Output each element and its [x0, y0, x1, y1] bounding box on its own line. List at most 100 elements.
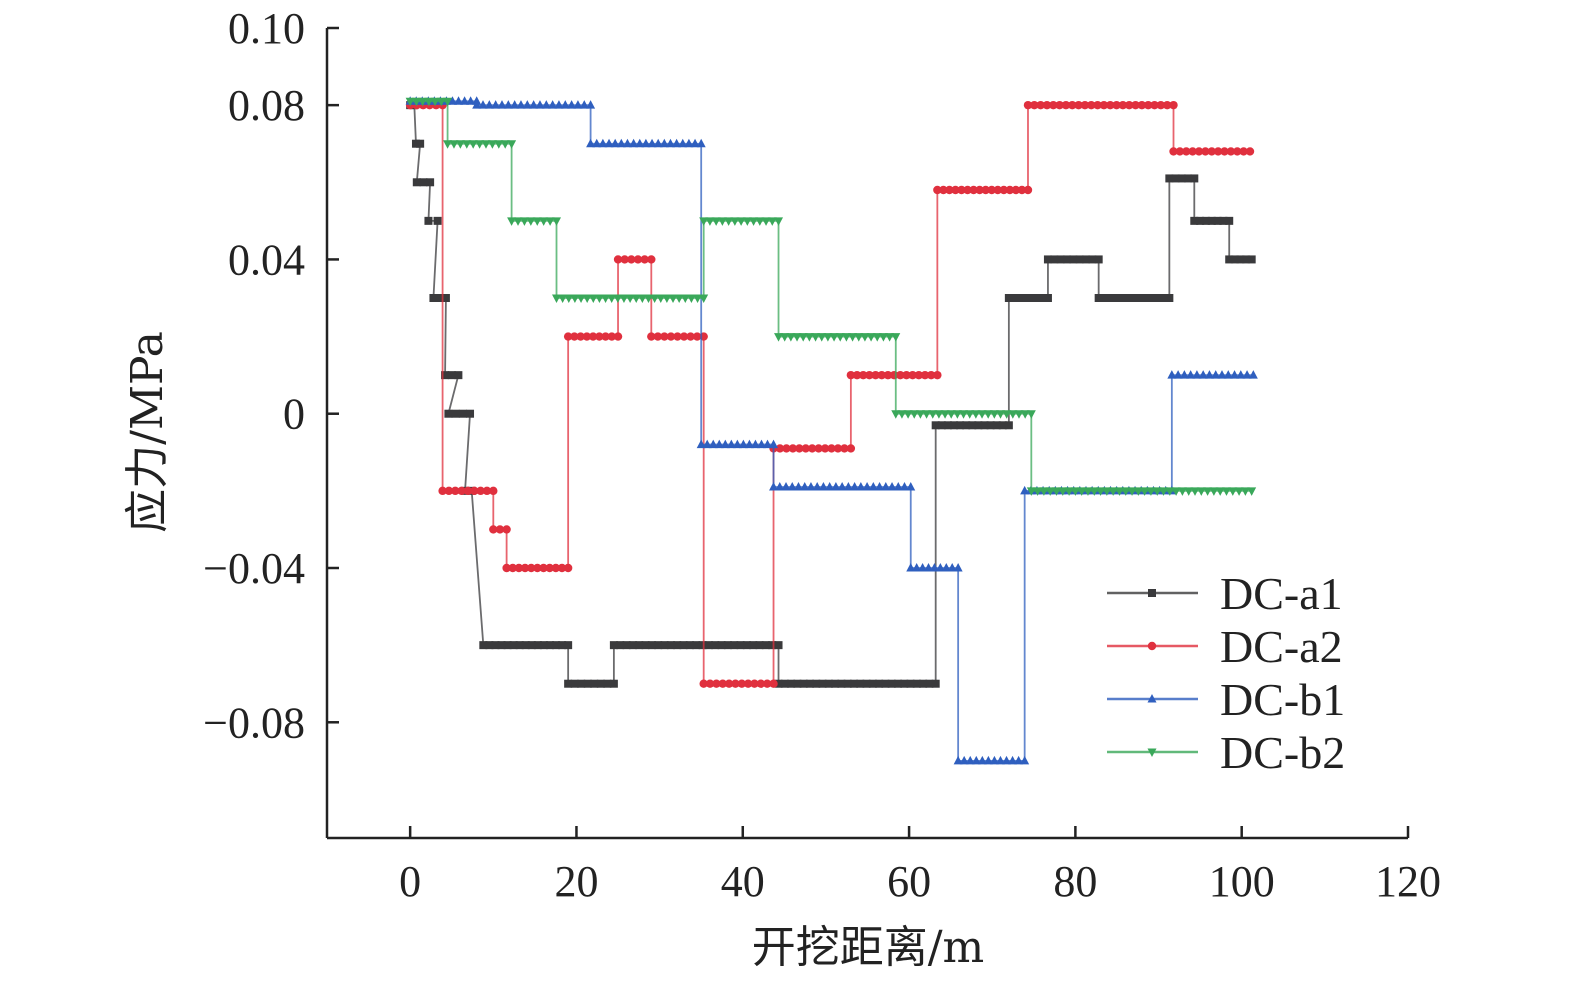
- data-point: [868, 482, 878, 491]
- data-point: [1023, 185, 1033, 195]
- data-point: [586, 100, 596, 109]
- data-point: [925, 679, 934, 688]
- data-point: [750, 439, 760, 449]
- data-point: [949, 421, 958, 430]
- data-point: [1125, 100, 1134, 110]
- data-point: [424, 216, 433, 225]
- data-point: [965, 755, 975, 765]
- data-point: [1177, 487, 1187, 496]
- data-point: [699, 679, 708, 688]
- data-point: [714, 439, 724, 449]
- data-point: [672, 138, 682, 148]
- y-axis-label: 应力/MPa: [122, 331, 173, 533]
- data-point: [856, 679, 865, 688]
- data-point: [533, 563, 542, 573]
- data-point: [522, 100, 532, 109]
- data-point: [1020, 410, 1030, 419]
- data-point: [929, 563, 939, 572]
- data-point: [792, 333, 802, 342]
- data-point: [1240, 487, 1250, 496]
- data-point: [1167, 370, 1177, 379]
- data-point: [560, 100, 570, 109]
- data-point: [992, 421, 1001, 430]
- data-point: [659, 138, 669, 148]
- data-point: [678, 138, 688, 148]
- data-point: [1169, 147, 1178, 156]
- data-point: [527, 563, 536, 573]
- data-point: [475, 140, 485, 149]
- axes: [325, 28, 1408, 840]
- data-point: [673, 332, 682, 341]
- data-point: [628, 641, 637, 650]
- data-point: [1204, 370, 1214, 379]
- data-point: [906, 482, 916, 491]
- legend-marker: [1147, 748, 1157, 757]
- data-point: [831, 679, 840, 688]
- data-point: [1023, 100, 1033, 110]
- data-point: [601, 294, 611, 303]
- data-point: [596, 679, 605, 688]
- data-point: [1113, 294, 1122, 302]
- data-point: [1112, 100, 1121, 110]
- data-point: [637, 294, 647, 303]
- data-point: [424, 97, 434, 107]
- data-point: [468, 140, 478, 149]
- data-point: [983, 410, 993, 419]
- data-point: [532, 217, 542, 226]
- data-point: [951, 185, 960, 195]
- data-point: [1008, 410, 1018, 419]
- data-point: [1171, 174, 1180, 183]
- data-point: [787, 679, 796, 688]
- data-point: [975, 185, 984, 195]
- data-point: [470, 486, 479, 496]
- data-point: [793, 679, 802, 688]
- data-point: [999, 185, 1009, 195]
- data-point: [875, 679, 884, 688]
- data-point: [616, 138, 626, 148]
- data-point: [769, 439, 779, 449]
- y-tick-label: 0.08: [228, 81, 305, 130]
- data-point: [1068, 100, 1077, 110]
- data-point: [430, 97, 440, 107]
- data-point: [457, 486, 466, 496]
- data-point: [491, 100, 501, 109]
- data-point: [989, 755, 999, 765]
- data-point: [893, 679, 902, 688]
- data-point: [720, 439, 730, 449]
- data-point: [862, 679, 871, 688]
- data-point: [756, 679, 766, 688]
- data-point: [595, 332, 604, 341]
- data-point: [825, 482, 835, 491]
- data-point: [732, 439, 742, 449]
- data-point: [811, 333, 821, 342]
- y-tick-label: −0.04: [203, 544, 305, 593]
- data-point: [692, 332, 702, 341]
- data-point: [1024, 294, 1033, 302]
- data-point: [829, 333, 839, 342]
- data-point: [788, 444, 798, 453]
- data-point: [533, 641, 542, 650]
- data-point: [418, 97, 428, 107]
- data-point: [768, 641, 777, 650]
- data-point: [708, 439, 718, 449]
- data-point: [906, 679, 915, 688]
- data-point: [926, 370, 936, 380]
- data-point: [577, 679, 586, 688]
- data-point: [1121, 487, 1131, 496]
- data-point: [466, 409, 475, 418]
- data-point: [640, 255, 649, 264]
- data-point: [627, 255, 636, 264]
- data-point: [934, 410, 944, 419]
- data-point: [755, 641, 764, 650]
- data-point: [786, 333, 796, 342]
- data-point: [1131, 100, 1140, 110]
- data-point: [1099, 100, 1109, 110]
- data-point: [805, 679, 814, 688]
- data-point: [1055, 100, 1064, 110]
- data-point: [1186, 370, 1196, 379]
- data-point: [478, 100, 488, 109]
- data-point: [1014, 755, 1024, 765]
- data-point: [877, 370, 886, 380]
- data-point: [717, 217, 727, 226]
- data-point: [515, 641, 524, 650]
